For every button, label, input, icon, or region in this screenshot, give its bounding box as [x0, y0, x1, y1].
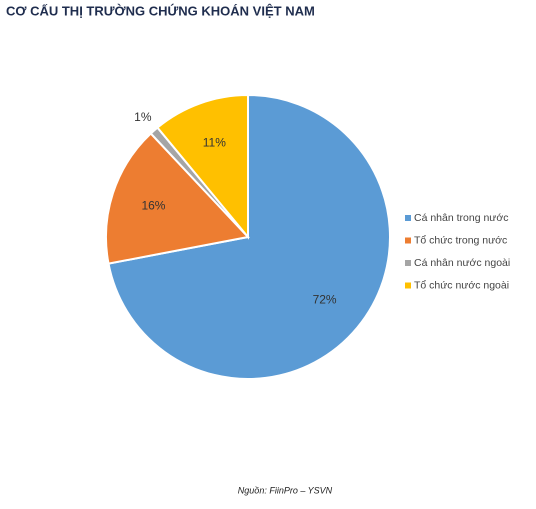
legend-swatch	[405, 237, 411, 244]
legend-label: Cá nhân trong nước	[414, 212, 508, 224]
legend-label: Cá nhân nước ngoài	[414, 257, 510, 269]
pie-slice	[156, 93, 249, 240]
legend-label: Tổ chức trong nước	[414, 234, 507, 246]
legend-swatch	[405, 215, 411, 221]
chart-title: CƠ CẤU THỊ TRƯỜNG CHỨNG KHOÁN VIỆT NAM	[6, 3, 315, 18]
data-label: 1%	[134, 110, 152, 124]
data-label: 11%	[203, 136, 226, 150]
data-label: 72%	[313, 293, 337, 307]
legend-swatch	[405, 260, 411, 266]
pie-slice	[105, 132, 250, 265]
legend-label: Tổ chức nước ngoài	[414, 279, 509, 291]
legend-swatch	[405, 282, 411, 289]
source: Nguồn: FiinPro – YSVN	[238, 485, 333, 495]
data-label: 16%	[141, 198, 165, 212]
